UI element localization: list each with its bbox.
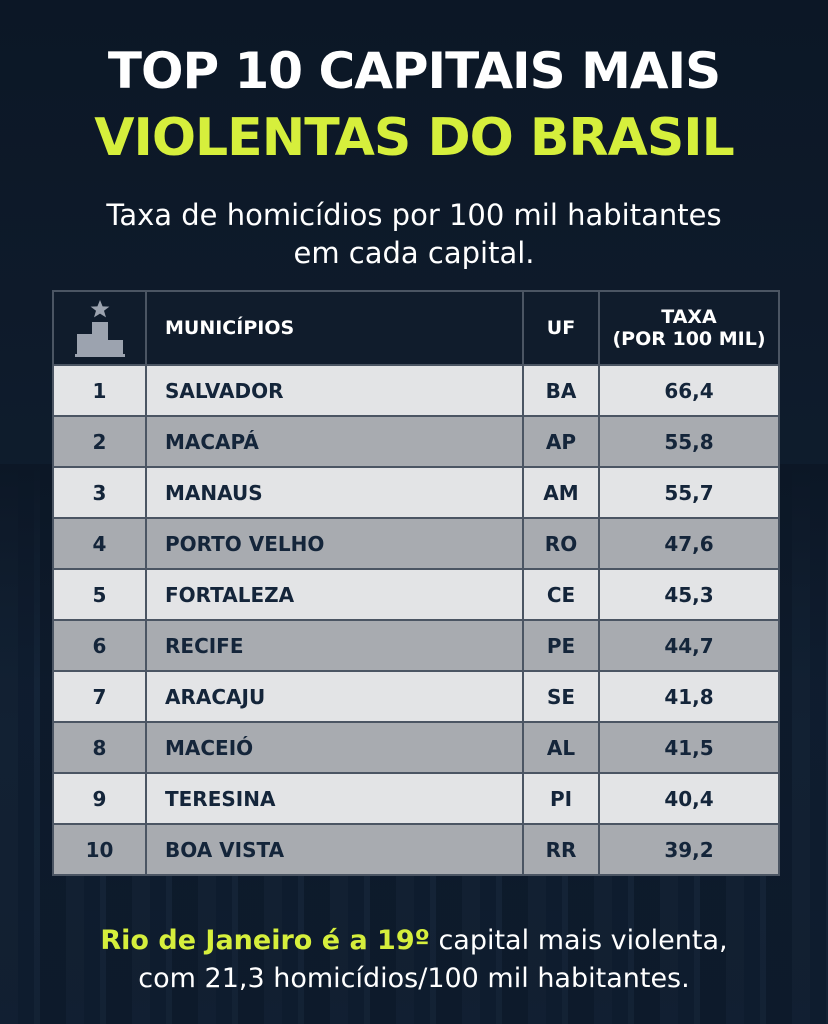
uf-cell: CE [522, 568, 600, 621]
city-cell: ARACAJU [145, 670, 524, 723]
rank-header [52, 290, 147, 366]
rank-cell: 7 [52, 670, 147, 723]
rank-cell: 4 [52, 517, 147, 570]
uf-cell: AP [522, 415, 600, 468]
rate-cell: 55,8 [598, 415, 780, 468]
uf-cell: AM [522, 466, 600, 519]
uf-cell: SE [522, 670, 600, 723]
city-cell: TERESINA [145, 772, 524, 825]
footer-highlight: Rio de Janeiro é a 19º [100, 925, 430, 956]
rate-cell: 41,5 [598, 721, 780, 774]
footer-line-2: com 21,3 homicídios/100 mil habitantes. [138, 963, 690, 994]
city-cell: RECIFE [145, 619, 524, 672]
rate-header: TAXA (POR 100 MIL) [598, 290, 780, 366]
uf-header: UF [522, 290, 600, 366]
uf-cell: BA [522, 364, 600, 417]
rate-header-line-2: (POR 100 MIL) [612, 328, 766, 350]
table-row: 6 RECIFE PE 44,7 [52, 619, 780, 672]
uf-cell: RO [522, 517, 600, 570]
city-header: MUNICÍPIOS [145, 290, 524, 366]
city-cell: BOA VISTA [145, 823, 524, 876]
subtitle-line-1: Taxa de homicídios por 100 mil habitante… [106, 198, 722, 232]
subtitle-line-2: em cada capital. [293, 236, 535, 270]
rank-cell: 1 [52, 364, 147, 417]
table-row: 4 PORTO VELHO RO 47,6 [52, 517, 780, 570]
rank-cell: 8 [52, 721, 147, 774]
title-line-2: VIOLENTAS DO BRASIL [94, 108, 735, 168]
uf-cell: PE [522, 619, 600, 672]
rank-cell: 2 [52, 415, 147, 468]
city-cell: MACEIÓ [145, 721, 524, 774]
city-cell: FORTALEZA [145, 568, 524, 621]
rate-cell: 66,4 [598, 364, 780, 417]
table-row: 8 MACEIÓ AL 41,5 [52, 721, 780, 774]
ranking-table: MUNICÍPIOS UF TAXA (POR 100 MIL) 1 SALVA… [52, 290, 780, 876]
rank-cell: 9 [52, 772, 147, 825]
rank-cell: 10 [52, 823, 147, 876]
table-row: 7 ARACAJU SE 41,8 [52, 670, 780, 723]
table-row: 2 MACAPÁ AP 55,8 [52, 415, 780, 468]
table-row: 10 BOA VISTA RR 39,2 [52, 823, 780, 876]
uf-cell: PI [522, 772, 600, 825]
title-line-1: TOP 10 CAPITAIS MAIS [107, 42, 721, 100]
rate-cell: 47,6 [598, 517, 780, 570]
footer-line-1: Rio de Janeiro é a 19º capital mais viol… [20, 922, 808, 960]
podium-star-icon [74, 300, 125, 357]
rate-cell: 39,2 [598, 823, 780, 876]
rank-cell: 3 [52, 466, 147, 519]
footer-note: Rio de Janeiro é a 19º capital mais viol… [20, 922, 808, 998]
subtitle: Taxa de homicídios por 100 mil habitante… [40, 196, 788, 272]
city-cell: SALVADOR [145, 364, 524, 417]
rate-cell: 44,7 [598, 619, 780, 672]
uf-cell: RR [522, 823, 600, 876]
rate-cell: 41,8 [598, 670, 780, 723]
rank-cell: 6 [52, 619, 147, 672]
table-row: 9 TERESINA PI 40,4 [52, 772, 780, 825]
city-cell: PORTO VELHO [145, 517, 524, 570]
rate-cell: 55,7 [598, 466, 780, 519]
rate-header-line-1: TAXA [661, 306, 717, 328]
rate-cell: 45,3 [598, 568, 780, 621]
footer-line-1-rest: capital mais violenta, [429, 925, 728, 956]
rank-cell: 5 [52, 568, 147, 621]
table-row: 5 FORTALEZA CE 45,3 [52, 568, 780, 621]
table-row: 1 SALVADOR BA 66,4 [52, 364, 780, 417]
city-cell: MANAUS [145, 466, 524, 519]
uf-cell: AL [522, 721, 600, 774]
rate-cell: 40,4 [598, 772, 780, 825]
city-cell: MACAPÁ [145, 415, 524, 468]
table-header-row: MUNICÍPIOS UF TAXA (POR 100 MIL) [52, 290, 780, 366]
table-row: 3 MANAUS AM 55,7 [52, 466, 780, 519]
